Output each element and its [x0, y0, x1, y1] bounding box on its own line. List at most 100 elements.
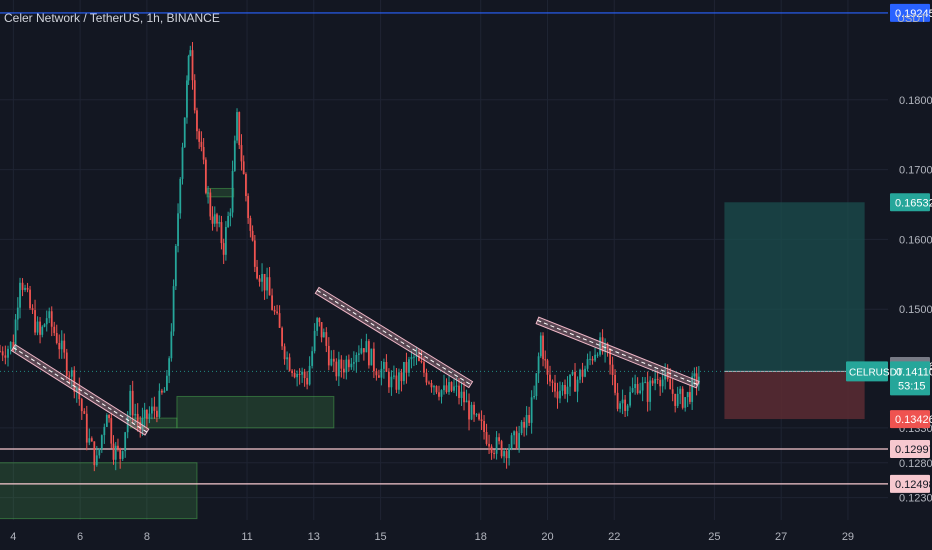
- candle-body: [445, 385, 448, 393]
- demand-zone: [176, 395, 335, 429]
- candle-body: [48, 311, 51, 319]
- trendlines: [10, 286, 700, 436]
- candle-body: [196, 110, 198, 132]
- candle-body: [136, 413, 139, 422]
- candle-body: [220, 222, 223, 244]
- candle-body: [145, 409, 148, 419]
- candle-body: [498, 437, 500, 442]
- candle-body: [518, 433, 521, 448]
- candle-body: [293, 373, 296, 378]
- candle-body: [340, 359, 343, 369]
- candle-body: [450, 382, 453, 391]
- candle-body: [335, 361, 338, 377]
- candle-body: [211, 216, 214, 224]
- x-tick-label: 13: [308, 531, 320, 543]
- candle-body: [661, 379, 664, 387]
- candle-body: [174, 245, 177, 287]
- candle-body: [485, 431, 488, 444]
- candle-body: [624, 399, 627, 411]
- candle-body: [296, 373, 299, 378]
- candle-body: [9, 341, 12, 349]
- candle-body: [629, 392, 632, 406]
- candle-body: [158, 390, 161, 417]
- candle-body: [249, 218, 252, 231]
- candle-body: [268, 277, 271, 296]
- candle-body: [191, 50, 194, 81]
- quote-currency-label: USDT: [897, 13, 927, 25]
- candle-body: [41, 326, 44, 335]
- x-tick-label: 25: [708, 531, 720, 543]
- candle-body: [16, 307, 19, 320]
- candle-body: [415, 355, 418, 357]
- candle-body: [674, 393, 677, 406]
- candle-body: [360, 348, 363, 354]
- candle-body: [327, 345, 330, 366]
- price-labels: 0.192450.165320.141860.1411053:15CELRUSD…: [846, 3, 932, 493]
- symbol-badge: [846, 361, 888, 382]
- candle-body: [591, 358, 594, 361]
- candle-body: [626, 405, 629, 411]
- y-axis: 0.180000.170000.160000.150000.133000.128…: [899, 95, 932, 505]
- candle-body: [43, 324, 46, 327]
- candle-body: [490, 446, 493, 453]
- candle-body: [639, 390, 642, 394]
- candle-body: [537, 356, 540, 374]
- candle-body: [390, 376, 393, 388]
- candle-body: [114, 445, 117, 460]
- candle-body: [283, 346, 286, 360]
- candle-body: [614, 374, 616, 393]
- candle-body: [654, 378, 657, 384]
- candle-body: [73, 370, 76, 392]
- horizontal-lines: [0, 12, 888, 485]
- candle-body: [204, 159, 207, 193]
- candle-body: [599, 337, 601, 355]
- y-tick-label: 0.12300: [899, 493, 932, 505]
- candle-body: [554, 382, 556, 392]
- trendline-center: [537, 319, 698, 386]
- candle-body: [119, 448, 122, 459]
- candle-body: [34, 310, 36, 333]
- candle-body: [430, 383, 433, 388]
- candle-body: [177, 213, 179, 246]
- candle-body: [342, 368, 345, 373]
- candle-body: [664, 372, 667, 380]
- candle-body: [139, 421, 142, 430]
- symbol-label: CELRUSDT: [849, 367, 903, 378]
- candle-body: [367, 341, 370, 366]
- candle-body: [263, 273, 266, 291]
- x-tick-label: 27: [775, 531, 787, 543]
- candle-body: [306, 378, 309, 385]
- candle-body: [584, 368, 586, 377]
- candle-body: [298, 373, 301, 375]
- candle-body: [276, 311, 278, 314]
- candle-body: [611, 364, 614, 375]
- candle-body: [362, 348, 365, 353]
- candle-body: [31, 308, 34, 311]
- candle-body: [574, 371, 576, 392]
- candle-body: [475, 414, 478, 416]
- x-axis: 4 6 8 11 13 15 18 20 22 25 27 29: [10, 531, 854, 543]
- candle-body: [161, 390, 163, 393]
- current-price-badge: [890, 361, 930, 396]
- trendline-center: [13, 347, 148, 433]
- top-line-value: 0.19245: [895, 8, 932, 20]
- candle-body: [14, 319, 17, 351]
- candle-body: [513, 431, 516, 436]
- candle-body: [75, 387, 78, 392]
- candle-body: [395, 375, 398, 390]
- candle-body: [448, 382, 450, 393]
- candle-body: [198, 131, 201, 142]
- candle-body: [695, 373, 698, 385]
- candle-body: [636, 383, 639, 394]
- candle-body: [166, 375, 168, 391]
- candle-body: [631, 388, 634, 393]
- candle-body: [172, 286, 175, 332]
- candle-body: [227, 216, 230, 227]
- candle-body: [571, 371, 574, 375]
- candle-body: [697, 376, 700, 385]
- candle-body: [385, 361, 388, 372]
- candle-body: [398, 372, 400, 390]
